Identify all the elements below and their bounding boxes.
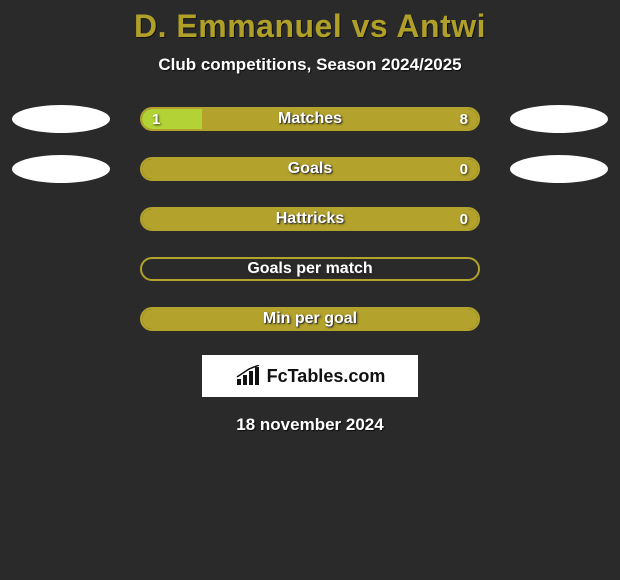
stat-bar: Goals0 xyxy=(140,157,480,181)
bar-segment-left xyxy=(142,159,478,179)
bar-segment-right xyxy=(202,109,478,129)
footer-date: 18 november 2024 xyxy=(0,415,620,435)
stat-bar: Goals per match xyxy=(140,257,480,281)
team-marker-right xyxy=(510,105,608,133)
stat-bar: Hattricks0 xyxy=(140,207,480,231)
branding-badge: FcTables.com xyxy=(202,355,418,397)
bar-segment-left xyxy=(142,109,202,129)
stat-row: Matches18 xyxy=(0,105,620,133)
stat-row: Goals per match xyxy=(0,255,620,283)
stat-bar: Min per goal xyxy=(140,307,480,331)
team-marker-left xyxy=(12,155,110,183)
stat-rows: Matches18 Goals0 Hattricks0 Goals per match… xyxy=(0,105,620,333)
stat-row: Goals0 xyxy=(0,155,620,183)
stat-row: Hattricks0 xyxy=(0,205,620,233)
team-marker-left xyxy=(12,105,110,133)
chart-icon xyxy=(235,365,261,387)
stat-label: Goals per match xyxy=(142,260,478,278)
stat-row: Min per goal xyxy=(0,305,620,333)
branding-text: FcTables.com xyxy=(267,366,386,387)
stat-bar: Matches18 xyxy=(140,107,480,131)
bar-segment-left xyxy=(142,309,478,329)
page-subtitle: Club competitions, Season 2024/2025 xyxy=(0,55,620,75)
bar-segment-left xyxy=(142,209,478,229)
page-title: D. Emmanuel vs Antwi xyxy=(0,8,620,45)
team-marker-right xyxy=(510,155,608,183)
infographic-container: D. Emmanuel vs Antwi Club competitions, … xyxy=(0,0,620,435)
